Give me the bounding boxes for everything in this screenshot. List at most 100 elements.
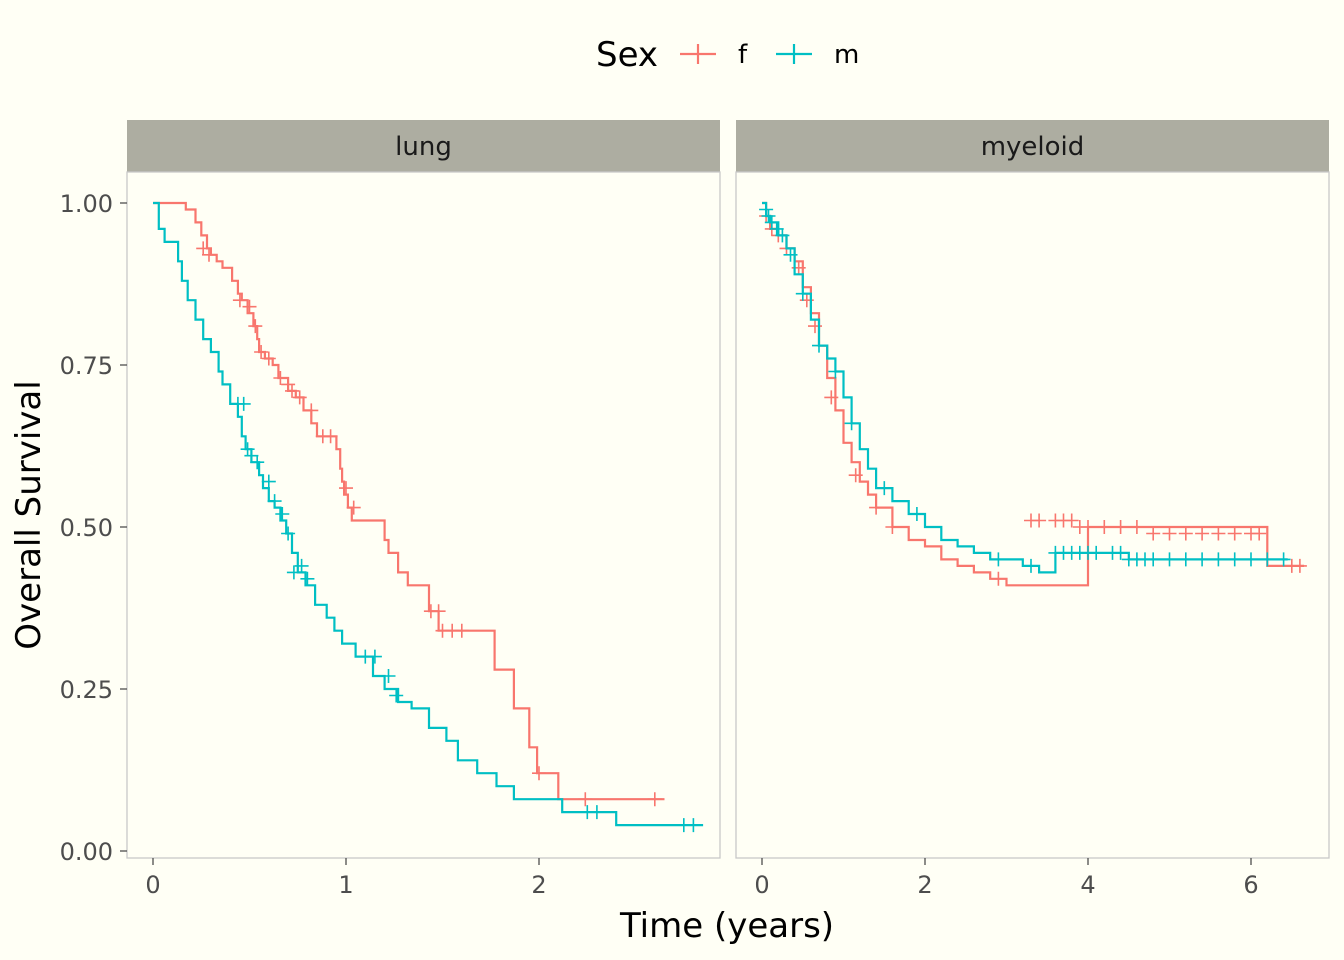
censor-mark-lung-m [240,442,255,457]
y-tick-label: 0.50 [60,514,113,542]
censor-mark-lung-f [285,383,299,398]
x-tick-label: 4 [1080,871,1095,899]
y-axis-title: Overall Survival [9,380,49,649]
censor-mark-myeloid-m [1276,552,1291,567]
censor-mark-lung-m [281,526,296,541]
censor-mark-myeloid-m [795,286,810,301]
censor-mark-myeloid-m [775,228,790,243]
censor-mark-lung-m [589,805,604,820]
censor-mark-myeloid-f [1292,558,1307,573]
censor-mark-myeloid-m [1024,558,1038,573]
censor-mark-lung-m [236,396,251,411]
censor-mark-lung-m [261,474,276,489]
censor-mark-myeloid-m [1089,545,1104,560]
censor-mark-myeloid-m [1244,552,1258,567]
censor-mark-myeloid-m [1260,552,1275,567]
censor-mark-lung-f [532,766,546,781]
y-tick-label: 1.00 [60,190,113,218]
y-axis: 0.00 0.25 0.50 0.75 1.00 [60,190,127,866]
y-tick-label: 0.00 [60,838,113,866]
censor-mark-lung-f [578,792,593,807]
censor-mark-myeloid-f [1211,526,1226,541]
censor-mark-myeloid-f [1081,520,1095,534]
censor-mark-lung-m [286,565,301,580]
censor-mark-lung-f [647,792,662,807]
km-curve-lung-f [153,201,665,801]
censor-mark-lung-f [346,500,361,515]
strip-label-myeloid: myeloid [981,132,1085,162]
censor-mark-lung-f [323,429,338,444]
censor-mark-lung-f [202,247,216,262]
censor-mark-myeloid-m [1211,552,1226,567]
strip-lung [127,120,720,172]
panel-myeloid-frame [735,171,1330,859]
censor-mark-lung-f [454,623,469,638]
censor-mark-lung-f [281,377,296,392]
y-tick-label: 0.25 [60,676,113,704]
censor-mark-lung-m [389,688,404,703]
censor-mark-lung-f [261,351,276,366]
x-tick-label: 0 [754,871,769,899]
censor-mark-lung-f [304,403,319,418]
panel-lung-frame [126,171,721,859]
censor-mark-myeloid-m [1195,552,1210,567]
censor-mark-myeloid-f [1113,520,1128,534]
censor-mark-lung-f [431,604,446,619]
censor-mark-lung-m [381,669,396,683]
censor-mark-lung-m [267,494,282,509]
censor-mark-myeloid-f [1097,520,1112,534]
km-curve-myeloid-m [762,201,1288,574]
strip-myeloid [736,120,1329,172]
censor-mark-lung-f [248,319,263,334]
censor-mark-myeloid-m [991,552,1006,567]
censor-mark-lung-f [196,241,211,256]
censor-mark-myeloid-m [783,247,798,262]
censor-mark-myeloid-f [848,468,863,483]
censor-mark-myeloid-f [885,520,900,534]
censor-mark-myeloid-m [828,364,843,379]
censor-mark-myeloid-f [1162,526,1177,541]
panel-myeloid-curves [759,201,1307,587]
y-tick-label: 0.75 [60,352,113,380]
censor-mark-myeloid-f [1064,513,1079,528]
censor-mark-myeloid-f [1032,513,1047,528]
censor-mark-myeloid-m [909,507,924,521]
censor-mark-lung-m [275,507,290,521]
censor-mark-lung-m [244,448,259,463]
censor-mark-myeloid-f [1227,526,1242,541]
censor-mark-myeloid-m [761,209,776,223]
censor-mark-myeloid-f [1252,526,1267,541]
censor-mark-myeloid-m [1227,552,1242,567]
censor-mark-lung-m [294,558,309,573]
censor-mark-lung-f [242,299,257,314]
censor-mark-lung-f [339,481,353,496]
strip-label-lung: lung [395,132,452,162]
x-tick-label: 6 [1243,871,1258,899]
censor-mark-myeloid-f [869,500,884,515]
censor-mark-myeloid-f [1146,526,1161,541]
censor-mark-myeloid-f [824,390,839,405]
censor-mark-myeloid-m [844,416,859,431]
censor-mark-myeloid-f [991,571,1006,586]
censor-mark-lung-f [254,345,269,359]
legend-title: Sex [596,35,658,75]
censor-mark-myeloid-m [759,202,774,217]
censor-mark-myeloid-f [1195,526,1210,541]
censor-mark-myeloid-f [1178,526,1193,541]
censor-mark-myeloid-m [1146,552,1161,567]
legend-label-f: f [738,40,748,70]
censor-mark-lung-f [273,371,288,385]
censor-mark-myeloid-m [877,481,892,496]
legend-label-m: m [834,40,859,70]
censor-mark-myeloid-m [812,338,826,353]
censor-mark-myeloid-m [769,221,784,236]
x-axis-lung: 0 1 2 [145,858,547,899]
censor-mark-lung-m [686,818,701,833]
censor-mark-lung-f [292,390,307,405]
censor-mark-lung-m [250,455,265,470]
censor-mark-myeloid-m [1113,545,1128,560]
x-axis-title: Time (years) [619,906,834,946]
censor-mark-myeloid-m [1162,552,1177,567]
x-tick-label: 1 [338,871,353,899]
